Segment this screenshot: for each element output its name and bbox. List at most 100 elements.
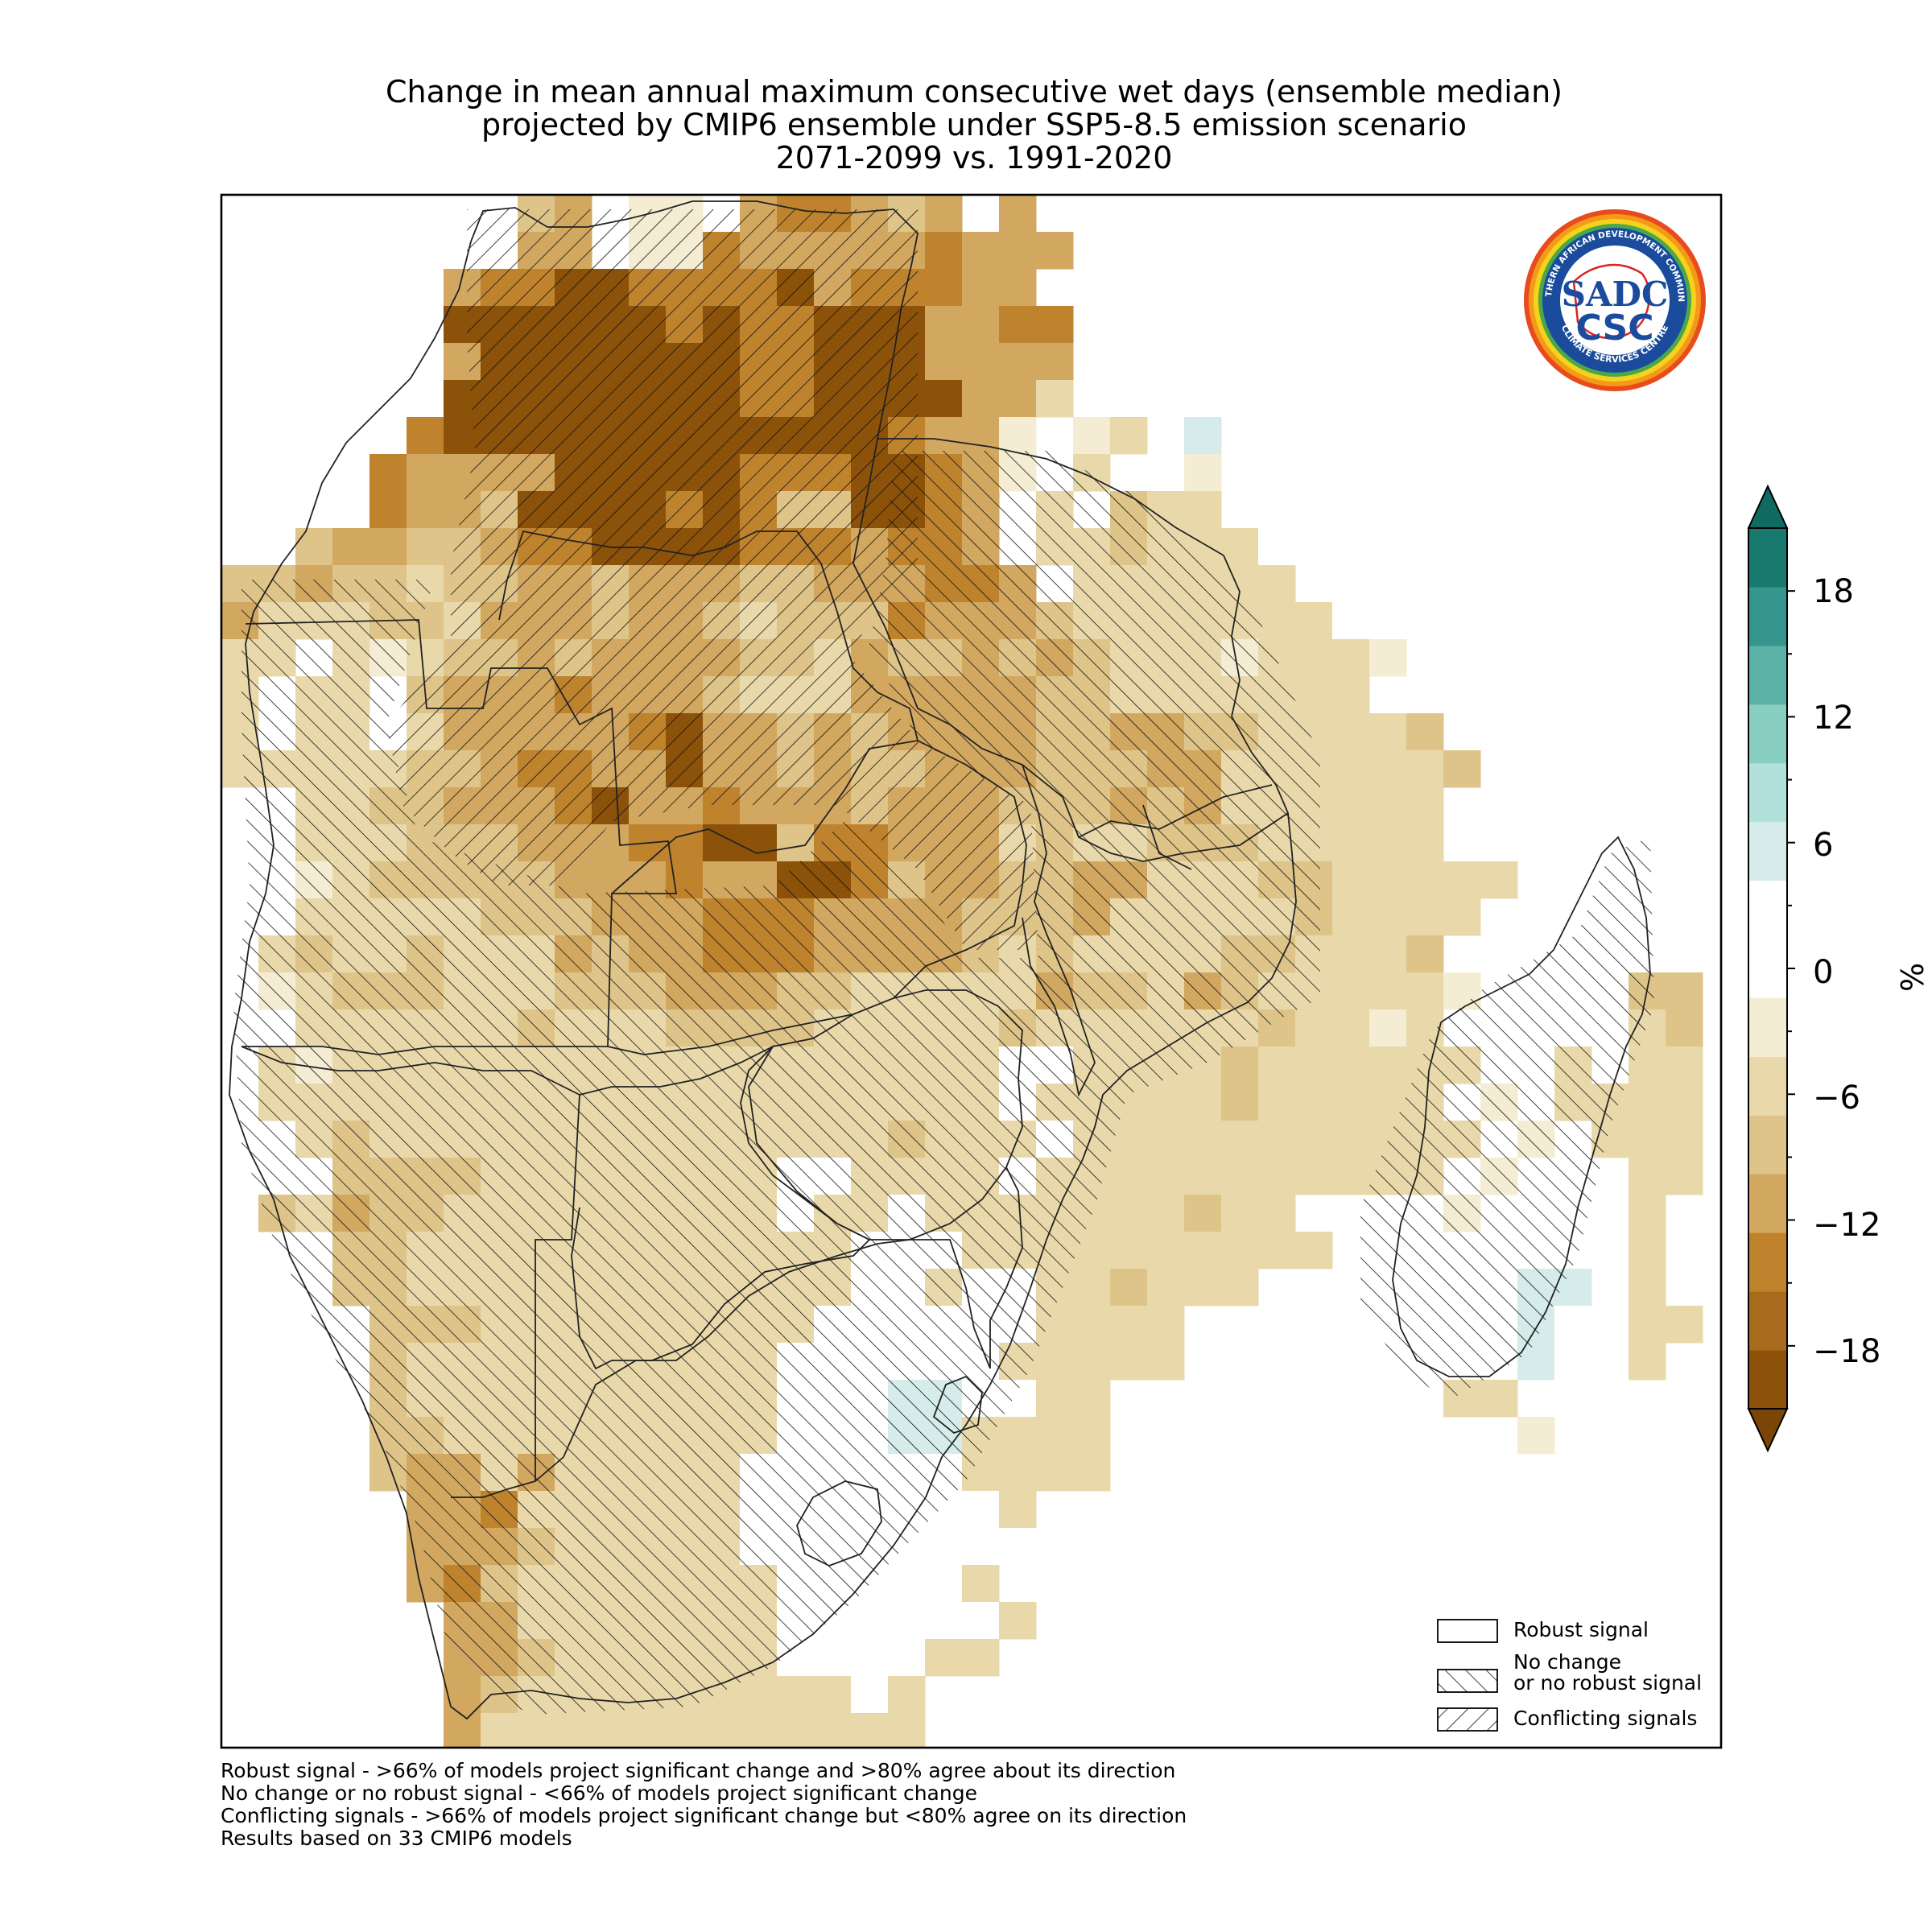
colorbar-segment: [1748, 762, 1787, 823]
grid-cell: [999, 1491, 1037, 1529]
grid-cell: [1332, 1084, 1370, 1121]
grid-cell: [1443, 861, 1481, 899]
grid-cell: [703, 824, 741, 862]
border-malawi: [1022, 764, 1096, 1097]
grid-cell: [1147, 1121, 1185, 1158]
grid-cell: [1332, 639, 1370, 677]
colorbar-segment: [1748, 528, 1787, 588]
grid-cell: [1184, 1195, 1222, 1232]
grid-cell: [1110, 417, 1148, 455]
grid-cell: [1295, 1232, 1333, 1269]
grid-cell: [962, 232, 1000, 270]
grid-cell: [814, 1639, 852, 1677]
grid-cell: [1629, 1343, 1666, 1381]
title-line-3: 2071-2099 vs. 1991-2020: [775, 140, 1173, 175]
map-area: [221, 195, 1703, 1748]
legend-label-no-change-1: No change: [1513, 1650, 1621, 1674]
colorbar-segment: [1748, 880, 1787, 940]
grid-cell: [1629, 1084, 1666, 1121]
grid-cell: [1147, 1269, 1185, 1307]
grid-cell: [1073, 1454, 1111, 1492]
grid-cell: [1073, 1343, 1111, 1381]
grid-cell: [1666, 1158, 1703, 1195]
grid-cell: [1517, 1417, 1555, 1455]
grid-cell: [1369, 1046, 1407, 1084]
grid-cell: [1666, 1046, 1703, 1084]
grid-cell: [1184, 1121, 1222, 1158]
grid-cell: [740, 1676, 778, 1714]
colorbar-segment: [1748, 997, 1787, 1057]
grid-cell: [1036, 1417, 1074, 1455]
grid-cell: [925, 1565, 963, 1603]
grid-cell: [1073, 417, 1111, 455]
grid-cell: [1406, 861, 1444, 899]
colorbar-tick-minus-6: −6: [1813, 1080, 1860, 1117]
grid-cell: [1221, 1158, 1259, 1195]
grid-cell: [1073, 1269, 1111, 1307]
grid-cell: [888, 1713, 926, 1748]
grid-cell: [1406, 787, 1444, 825]
grid-cell: [1666, 1084, 1703, 1121]
footnotes: Robust signal - >66% of models project s…: [221, 1760, 1187, 1850]
grid-cell: [962, 1602, 1000, 1640]
logo-monogram: SADC: [1562, 275, 1669, 314]
grid-cell: [1332, 713, 1370, 751]
grid-cell: [1406, 935, 1444, 973]
grid-cell: [1369, 824, 1407, 862]
grid-cell: [999, 1528, 1037, 1566]
grid-cell: [1332, 750, 1370, 788]
colorbar-tick-minus-12: −12: [1813, 1207, 1881, 1244]
grid-cell: [1295, 1046, 1333, 1084]
map-title: Change in mean annual maximum consecutiv…: [217, 76, 1731, 175]
grid-cell: [925, 1602, 963, 1640]
border-mozambique: [1078, 812, 1289, 862]
grid-cell: [1184, 1232, 1222, 1269]
colorbar-segment: [1748, 1232, 1787, 1292]
colorbar: [1747, 484, 1795, 1453]
colorbar-tick-18: 18: [1813, 573, 1854, 610]
grid-cell: [999, 343, 1037, 381]
grid-cell: [407, 528, 444, 566]
grid-cell: [1480, 1380, 1518, 1418]
grid-cell: [925, 380, 963, 418]
grid-cell: [518, 1713, 555, 1748]
grid-cell: [629, 1713, 667, 1748]
grid-cell: [1629, 1195, 1666, 1232]
grid-cell: [851, 1602, 889, 1640]
colorbar-segment: [1748, 939, 1787, 998]
grid-cell: [888, 1602, 926, 1640]
grid-cell: [1369, 935, 1407, 973]
grid-cell: [1147, 1195, 1185, 1232]
legend-swatch-robust: [1437, 1619, 1498, 1643]
grid-cell: [814, 1676, 852, 1714]
legend-swatch-no-change: [1437, 1669, 1498, 1693]
grid-cell: [1443, 750, 1481, 788]
grid-cell: [999, 232, 1037, 270]
grid-cell: [1332, 1121, 1370, 1158]
grid-cell: [369, 491, 407, 529]
grid-cell: [1258, 1121, 1296, 1158]
grid-cell: [1369, 787, 1407, 825]
grid-cell: [962, 1639, 1000, 1677]
grid-cell: [740, 1713, 778, 1748]
grid-cell: [1258, 528, 1296, 566]
grid-cell: [1332, 898, 1370, 936]
grid-cell: [1295, 1084, 1333, 1121]
grid-cell: [1073, 1380, 1111, 1418]
colorbar-segment: [1748, 645, 1787, 705]
grid-cell: [369, 454, 407, 492]
grid-cell: [1147, 1158, 1185, 1195]
grid-cell: [1332, 824, 1370, 862]
grid-cell: [1629, 1306, 1666, 1344]
border-tanzania: [852, 438, 1273, 839]
grid-cell: [1184, 1269, 1222, 1307]
coastline-mainland: [229, 200, 1297, 1720]
grid-cell: [295, 528, 333, 566]
border-zambia: [607, 740, 1027, 1055]
hatch-no-robust-signal: [1360, 837, 1654, 1401]
colorbar-extend-min: [1747, 1408, 1789, 1453]
grid-cell: [1147, 1232, 1185, 1269]
grid-cell: [1332, 1046, 1370, 1084]
grid-cell: [1369, 1009, 1407, 1047]
colorbar-unit: %: [1895, 962, 1930, 992]
